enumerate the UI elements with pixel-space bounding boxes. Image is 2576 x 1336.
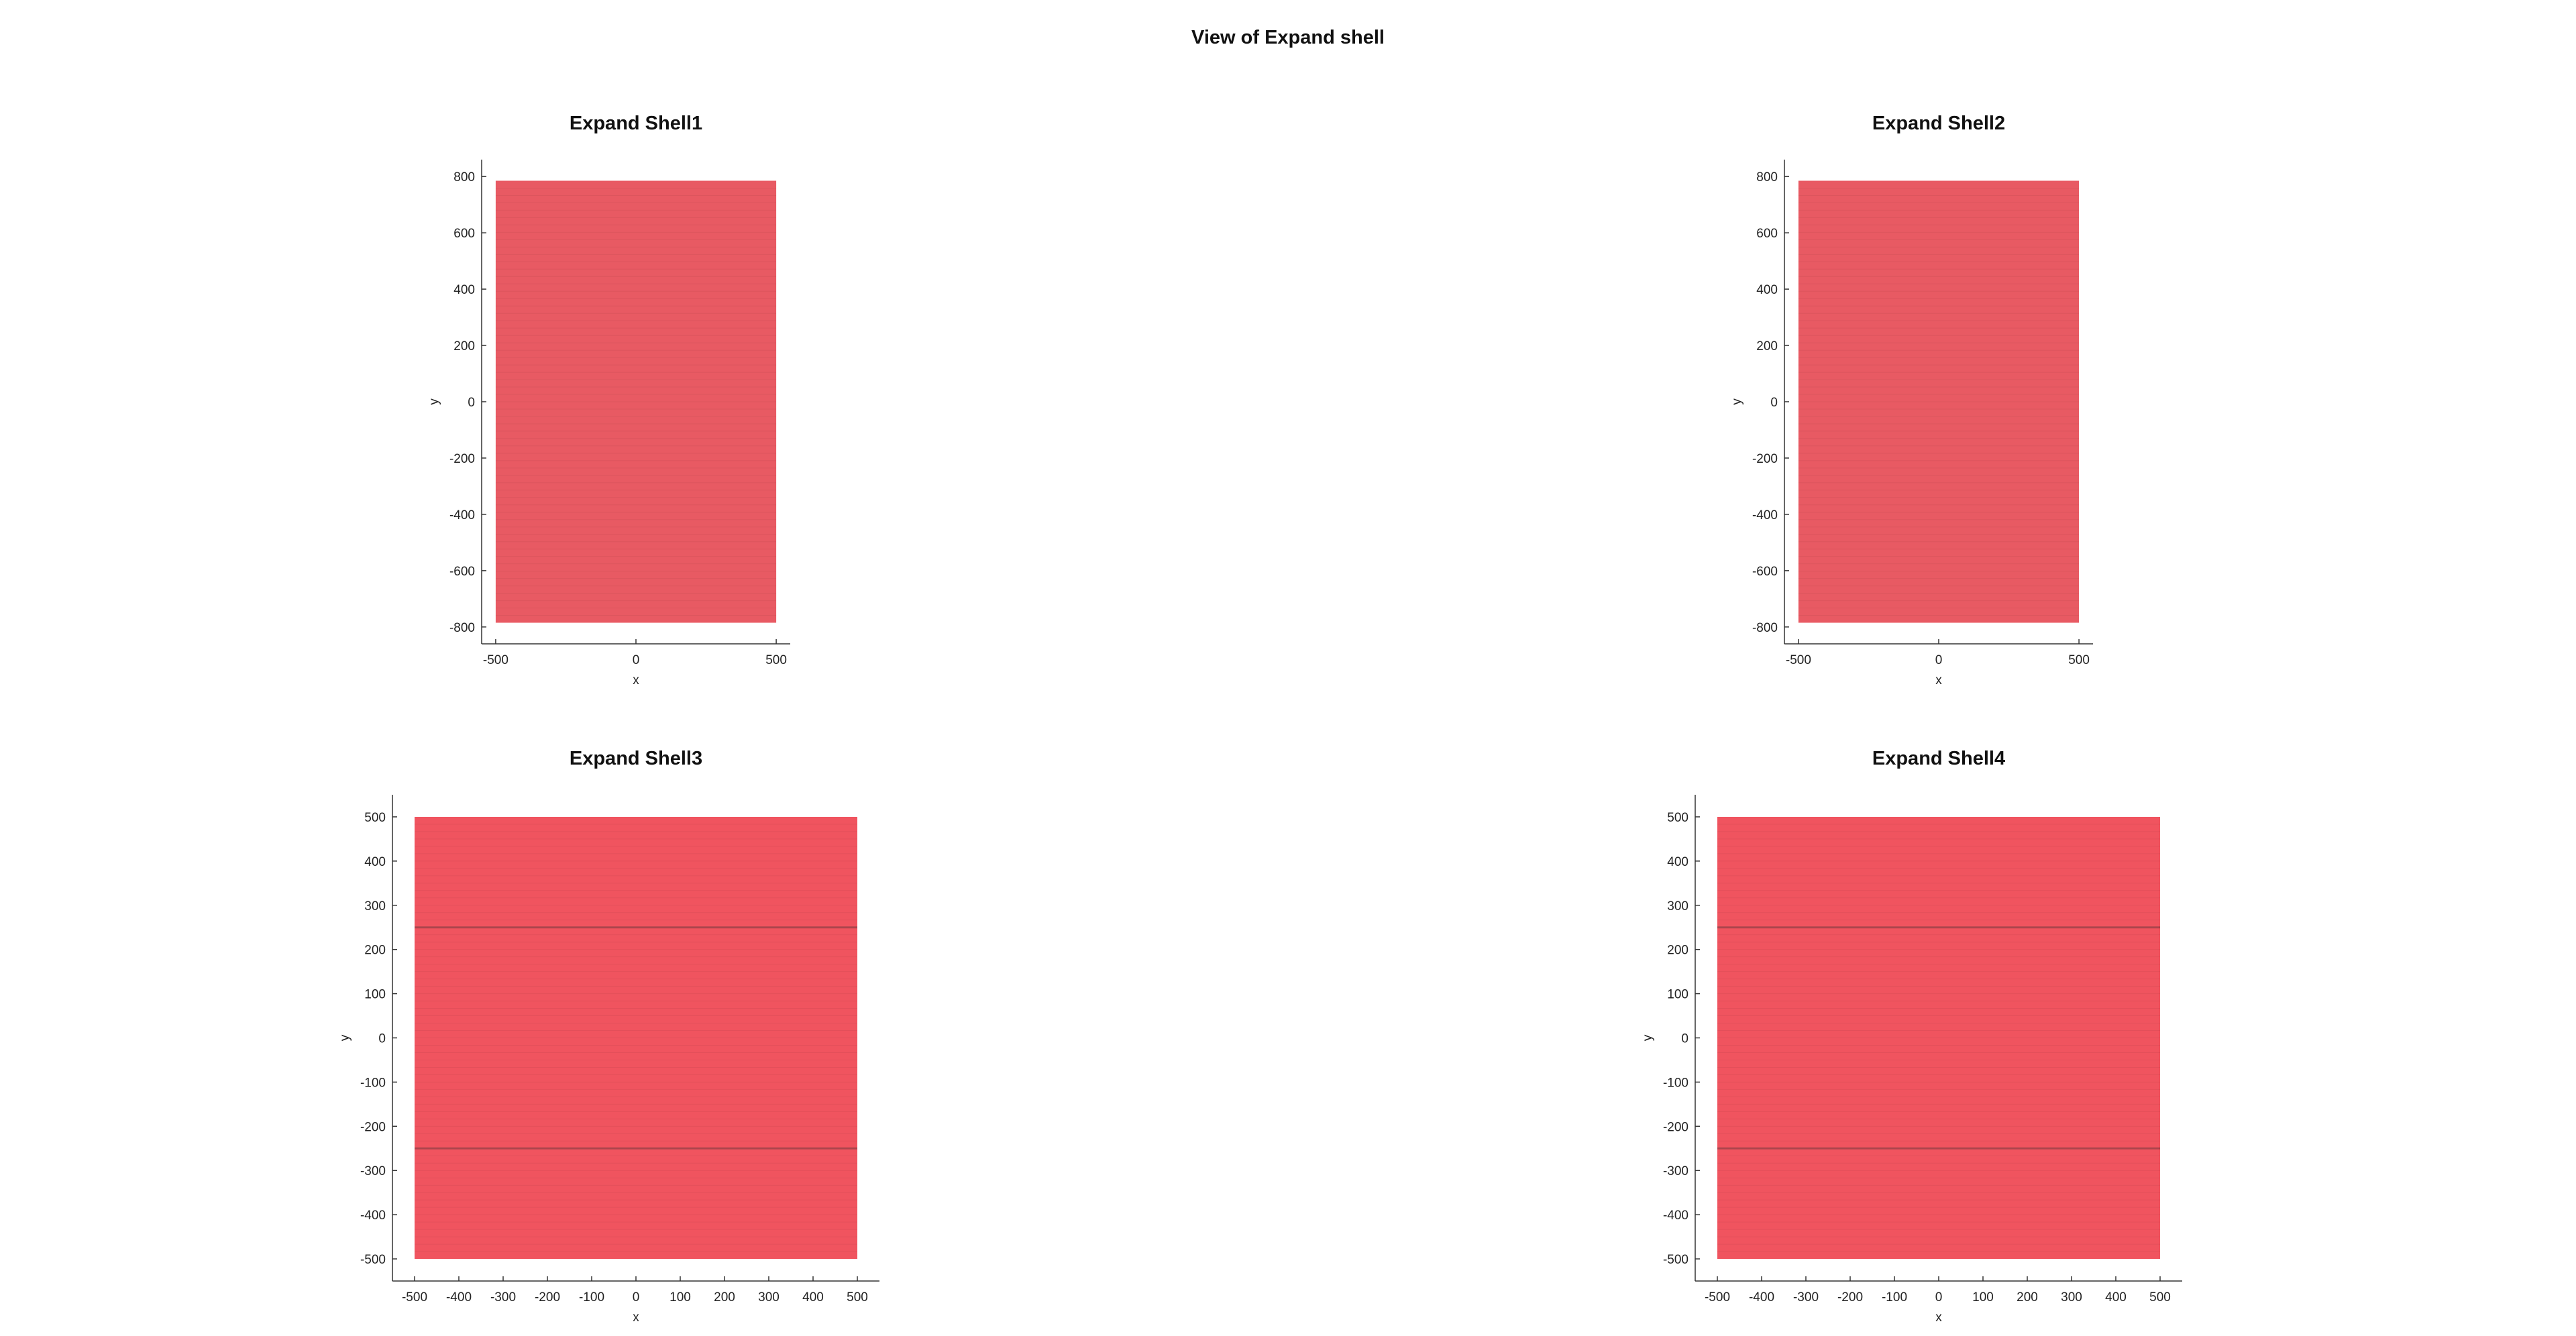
x-tick-label: 500: [847, 1290, 868, 1304]
y-tick-label: -400: [449, 508, 475, 522]
y-axis-label: y: [1730, 398, 1744, 405]
y-tick-label: -400: [360, 1209, 386, 1223]
y-tick-label: 800: [453, 170, 475, 184]
axes-title: Expand Shell2: [1872, 113, 2005, 134]
x-tick-label: 200: [2017, 1290, 2038, 1304]
y-tick-label: 100: [364, 988, 386, 1002]
y-tick-label: 500: [364, 811, 386, 825]
x-tick-label: -300: [490, 1290, 516, 1304]
y-tick-label: 200: [1667, 944, 1688, 958]
axes-title: Expand Shell1: [570, 113, 702, 134]
y-tick-label: -200: [1752, 452, 1778, 466]
x-tick-label: -500: [402, 1290, 427, 1304]
y-tick-label: -500: [360, 1253, 386, 1267]
y-tick-label: -400: [1752, 508, 1778, 522]
shell-fill-region: [1717, 816, 2160, 1260]
y-tick-label: -300: [1663, 1164, 1688, 1178]
y-tick-label: 0: [378, 1032, 386, 1046]
x-axis-label: x: [633, 1311, 639, 1325]
y-axis-label: y: [427, 398, 441, 405]
y-tick-label: -600: [449, 565, 475, 579]
x-tick-label: -400: [446, 1290, 472, 1304]
x-tick-label: 400: [802, 1290, 824, 1304]
x-tick-label: 500: [765, 653, 787, 667]
y-tick-label: -100: [1663, 1076, 1688, 1090]
y-tick-label: -800: [1752, 621, 1778, 635]
y-tick-label: -100: [360, 1076, 386, 1090]
x-tick-label: 300: [758, 1290, 780, 1304]
y-tick-label: -500: [1663, 1253, 1688, 1267]
x-axis-label: x: [633, 673, 639, 687]
x-tick-label: -500: [1705, 1290, 1730, 1304]
x-tick-label: 300: [2061, 1290, 2082, 1304]
y-tick-label: -600: [1752, 565, 1778, 579]
y-tick-label: -200: [449, 452, 475, 466]
x-axis-label: x: [1935, 673, 1942, 687]
x-tick-label: 400: [2105, 1290, 2127, 1304]
y-tick-label: 400: [1756, 283, 1778, 297]
axes-title: Expand Shell4: [1872, 748, 2005, 769]
y-tick-label: -200: [360, 1120, 386, 1134]
shell-fill-region: [1798, 180, 2080, 623]
x-tick-label: -200: [1837, 1290, 1863, 1304]
x-tick-label: 500: [2149, 1290, 2171, 1304]
y-tick-label: 0: [1770, 396, 1778, 410]
y-tick-label: 800: [1756, 170, 1778, 184]
shell-fill-region: [415, 816, 857, 1260]
x-tick-label: 0: [1935, 653, 1943, 667]
y-tick-label: 200: [453, 339, 475, 353]
y-tick-label: 300: [1667, 899, 1688, 913]
x-tick-label: -100: [579, 1290, 604, 1304]
y-tick-label: -400: [1663, 1209, 1688, 1223]
y-tick-label: -200: [1663, 1120, 1688, 1134]
y-tick-label: 500: [1667, 811, 1688, 825]
shell-fill-region: [495, 180, 777, 623]
y-tick-label: 300: [364, 899, 386, 913]
y-tick-label: 600: [453, 227, 475, 241]
x-tick-label: 0: [633, 1290, 640, 1304]
x-tick-label: -500: [483, 653, 508, 667]
y-tick-label: 400: [453, 283, 475, 297]
y-tick-label: 0: [1681, 1032, 1688, 1046]
axes-title: Expand Shell3: [570, 748, 702, 769]
y-tick-label: -800: [449, 621, 475, 635]
y-tick-label: 0: [468, 396, 475, 410]
x-tick-label: 0: [633, 653, 640, 667]
x-tick-label: -400: [1749, 1290, 1774, 1304]
x-axis-label: x: [1935, 1311, 1942, 1325]
y-tick-label: 600: [1756, 227, 1778, 241]
y-tick-label: 100: [1667, 988, 1688, 1002]
x-tick-label: -100: [1882, 1290, 1907, 1304]
x-tick-label: -500: [1786, 653, 1811, 667]
y-axis-label: y: [1641, 1034, 1655, 1041]
y-tick-label: 400: [364, 855, 386, 869]
x-tick-label: -300: [1793, 1290, 1819, 1304]
x-tick-label: 100: [1972, 1290, 1994, 1304]
y-axis-label: y: [338, 1034, 352, 1041]
x-tick-label: 500: [2068, 653, 2090, 667]
y-tick-label: 400: [1667, 855, 1688, 869]
x-tick-label: 0: [1935, 1290, 1943, 1304]
figure-title: View of Expand shell: [1191, 27, 1385, 48]
y-tick-label: 200: [1756, 339, 1778, 353]
x-tick-label: 100: [669, 1290, 691, 1304]
x-tick-label: -200: [535, 1290, 560, 1304]
y-tick-label: -300: [360, 1164, 386, 1178]
y-tick-label: 200: [364, 944, 386, 958]
x-tick-label: 200: [714, 1290, 735, 1304]
